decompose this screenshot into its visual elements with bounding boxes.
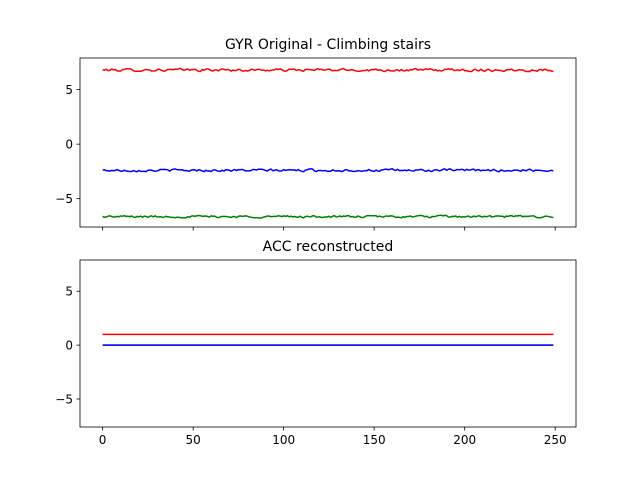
- y-tick-label: −5: [55, 392, 73, 406]
- y-tick-label: 0: [65, 137, 73, 151]
- series-group-gyr: [102, 67, 554, 219]
- x-tick-label: 100: [272, 433, 295, 447]
- axes-frame-acc: [79, 259, 577, 428]
- x-tick-label: 0: [99, 433, 107, 447]
- y-tick-label: −5: [55, 192, 73, 206]
- x-tick-label: 250: [544, 433, 567, 447]
- axes-gyr-original: GYR Original - Climbing stairs 5 0 −5: [55, 37, 577, 231]
- series-group-acc: [102, 333, 554, 346]
- axes-frame-gyr: [79, 57, 577, 228]
- y-tick-label: 5: [65, 285, 73, 299]
- y-tick-label: 0: [65, 338, 73, 352]
- ticks-group-gyr: 5 0 −5: [55, 83, 556, 231]
- chart-title-gyr: GYR Original - Climbing stairs: [225, 37, 431, 53]
- x-tick-label: 50: [185, 433, 200, 447]
- series-line-3: [102, 214, 554, 219]
- series-line-2: [102, 168, 554, 173]
- series-line-1: [102, 67, 554, 73]
- y-tick-label: 5: [65, 83, 73, 97]
- chart-title-acc: ACC reconstructed: [263, 239, 394, 255]
- x-tick-label: 150: [363, 433, 386, 447]
- x-tick-label: 200: [453, 433, 476, 447]
